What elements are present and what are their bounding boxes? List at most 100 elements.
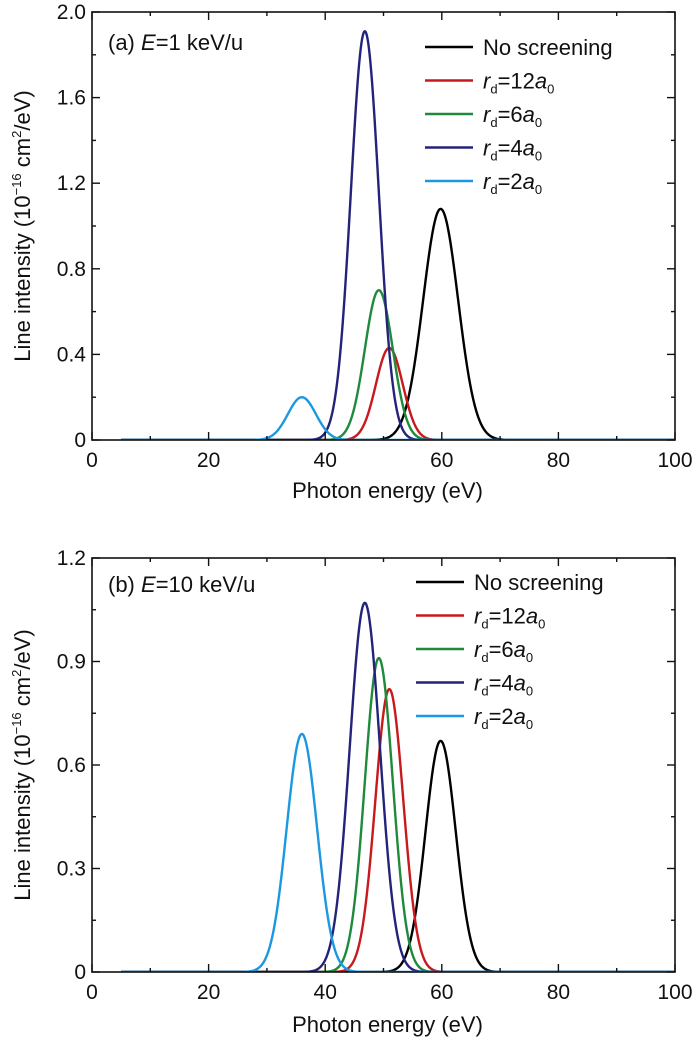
legend-subscript-d: d xyxy=(490,149,497,164)
y-title-mid: cm xyxy=(10,138,35,173)
y-title-end: /eV) xyxy=(10,629,35,669)
series-line-2 xyxy=(120,656,675,972)
legend-a: a xyxy=(523,136,535,161)
plot-frame xyxy=(91,557,676,973)
x-tick-label: 100 xyxy=(657,449,692,472)
legend-value: =2 xyxy=(489,704,514,729)
series-line-2 xyxy=(120,289,675,440)
y-tick-label: 0.6 xyxy=(57,754,86,777)
legend-subscript-d: d xyxy=(481,617,488,632)
panel-label: (a) E=1 keV/u xyxy=(108,30,243,55)
legend-subscript-0: 0 xyxy=(526,717,533,732)
legend-r: r xyxy=(474,671,483,696)
series-line-3 xyxy=(120,601,675,972)
legend-r: r xyxy=(474,604,483,629)
y-title-main: Line intensity (10 xyxy=(10,195,35,361)
legend-a: a xyxy=(523,169,535,194)
legend-a: a xyxy=(514,704,526,729)
legend-subscript-d: d xyxy=(490,182,497,197)
y-title-exponent-2: 2 xyxy=(9,670,24,677)
legend-r: r xyxy=(483,136,492,161)
legend-label-1: rd=12a0 xyxy=(474,604,545,632)
y-title-end: /eV) xyxy=(10,90,35,130)
panel-energy-var: E xyxy=(141,30,156,55)
legend-a: a xyxy=(526,604,538,629)
legend-value: =6 xyxy=(489,637,514,662)
y-tick-label: 0.8 xyxy=(57,258,86,281)
x-tick-label: 60 xyxy=(430,981,453,1004)
y-tick-label: 0 xyxy=(74,429,86,452)
legend-subscript-0: 0 xyxy=(547,82,554,97)
legend-r: r xyxy=(474,637,483,662)
x-axis-title: Photon energy (eV) xyxy=(292,1012,483,1037)
panel-energy-value: =10 keV/u xyxy=(156,572,256,597)
legend-subscript-0: 0 xyxy=(526,650,533,665)
legend-subscript-0: 0 xyxy=(526,684,533,699)
y-axis-title: Line intensity (10−16 cm2/eV) xyxy=(9,629,35,900)
y-tick-label: 1.2 xyxy=(57,547,86,570)
legend-subscript-0: 0 xyxy=(535,149,542,164)
legend-r: r xyxy=(483,69,492,94)
y-axis-title: Line intensity (10−16 cm2/eV) xyxy=(9,90,35,361)
series-group xyxy=(120,601,675,972)
legend-label-0: No screening xyxy=(474,570,604,595)
legend-label-2: rd=6a0 xyxy=(474,637,533,665)
y-tick-label: 0.9 xyxy=(57,651,86,674)
legend-r: r xyxy=(474,704,483,729)
y-tick-label: 1.6 xyxy=(57,87,86,110)
legend-a: a xyxy=(523,102,535,127)
legend-label-4: rd=2a0 xyxy=(483,169,542,197)
x-tick-label: 60 xyxy=(430,449,453,472)
legend-label-3: rd=4a0 xyxy=(474,671,533,699)
legend-value: =12 xyxy=(489,604,526,629)
y-title-exponent: −16 xyxy=(9,712,24,734)
legend-r: r xyxy=(483,169,492,194)
legend-label-2: rd=6a0 xyxy=(483,102,542,130)
x-tick-label: 100 xyxy=(657,981,692,1004)
legend-a: a xyxy=(514,671,526,696)
legend-r: r xyxy=(483,102,492,127)
y-tick-label: 1.2 xyxy=(57,172,86,195)
legend-label-4: rd=2a0 xyxy=(474,704,533,732)
legend-subscript-d: d xyxy=(481,650,488,665)
panel-letter: (b) xyxy=(108,572,141,597)
legend-a: a xyxy=(514,637,526,662)
series-line-1 xyxy=(120,687,675,972)
legend-value: =4 xyxy=(498,136,523,161)
series-line-0 xyxy=(120,739,675,972)
panel-letter: (a) xyxy=(108,30,141,55)
y-tick-label: 0.4 xyxy=(57,343,87,366)
y-tick-label: 0.3 xyxy=(57,858,86,881)
legend-subscript-d: d xyxy=(481,717,488,732)
y-tick-label: 0 xyxy=(74,961,86,984)
legend-value: =2 xyxy=(498,169,523,194)
legend-label-0: No screening xyxy=(483,35,613,60)
panel-energy-value: =1 keV/u xyxy=(156,30,243,55)
panel-label: (b) E=10 keV/u xyxy=(108,572,255,597)
series-group xyxy=(120,30,675,440)
x-axis-title: Photon energy (eV) xyxy=(292,478,483,503)
legend-label-3: rd=4a0 xyxy=(483,136,542,164)
legend-value: =4 xyxy=(489,671,514,696)
legend-subscript-0: 0 xyxy=(535,182,542,197)
y-title-mid: cm xyxy=(10,677,35,712)
x-tick-label: 0 xyxy=(86,449,98,472)
legend-label-1: rd=12a0 xyxy=(483,69,554,97)
x-tick-label: 0 xyxy=(86,981,98,1004)
x-tick-label: 20 xyxy=(197,449,220,472)
y-title-main: Line intensity (10 xyxy=(10,734,35,900)
x-tick-label: 40 xyxy=(314,981,337,1004)
series-line-0 xyxy=(120,207,675,440)
legend-a: a xyxy=(535,69,547,94)
x-tick-label: 80 xyxy=(547,981,570,1004)
legend-subscript-d: d xyxy=(490,82,497,97)
panel-energy-var: E xyxy=(141,572,156,597)
legend-value: =12 xyxy=(498,69,535,94)
legend-value: =6 xyxy=(498,102,523,127)
plot-frame xyxy=(91,11,676,441)
x-tick-label: 20 xyxy=(197,981,220,1004)
series-line-3 xyxy=(120,30,675,440)
